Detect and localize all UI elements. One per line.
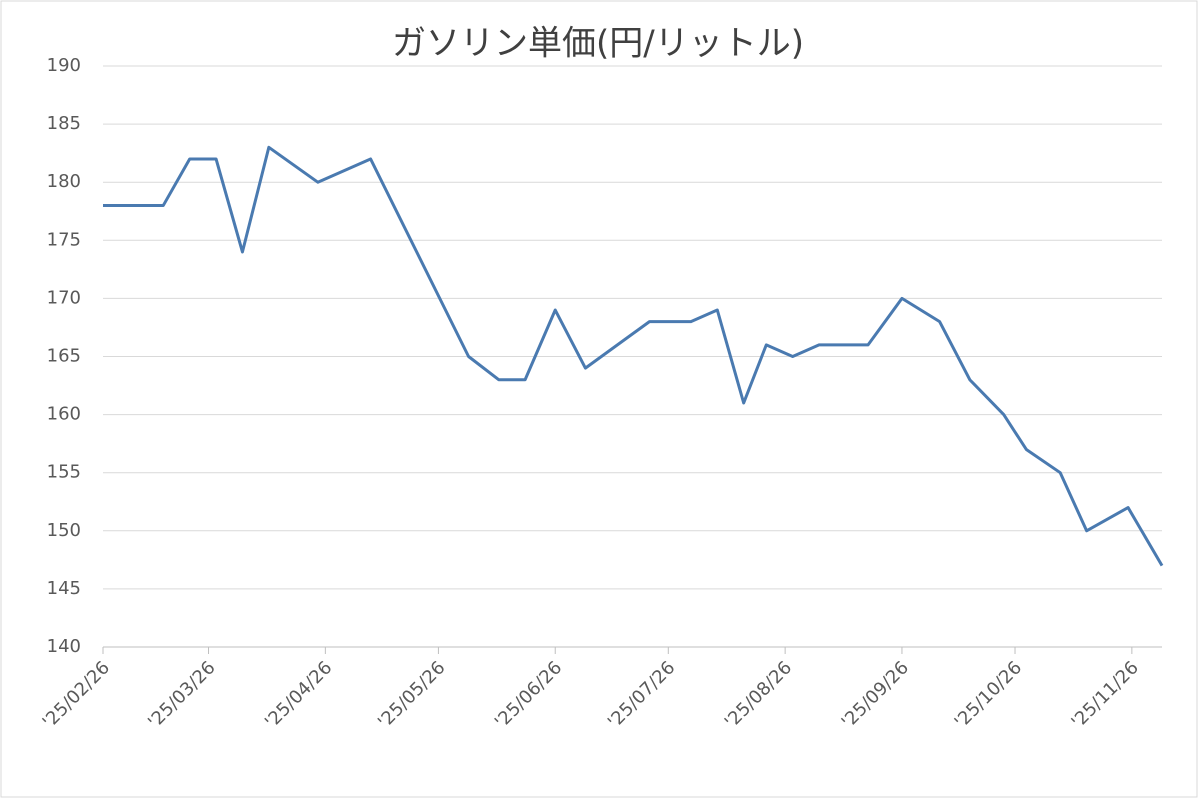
- chart-title: ガソリン単価(円/リットル): [392, 24, 804, 64]
- data-line: [103, 145, 1164, 567]
- y-tick-label: 170: [47, 287, 81, 308]
- y-tick-label: 150: [47, 520, 81, 541]
- y-tick-label: 165: [47, 346, 81, 367]
- y-tick-label: 175: [47, 229, 81, 250]
- y-tick-label: 140: [47, 636, 81, 657]
- y-tick-label: 155: [47, 462, 81, 483]
- y-tick-label: 185: [47, 113, 81, 134]
- y-tick-label: 180: [47, 171, 81, 192]
- y-tick-label: 145: [47, 578, 81, 599]
- y-tick-label: 160: [47, 404, 81, 425]
- y-tick-label: 190: [47, 55, 81, 76]
